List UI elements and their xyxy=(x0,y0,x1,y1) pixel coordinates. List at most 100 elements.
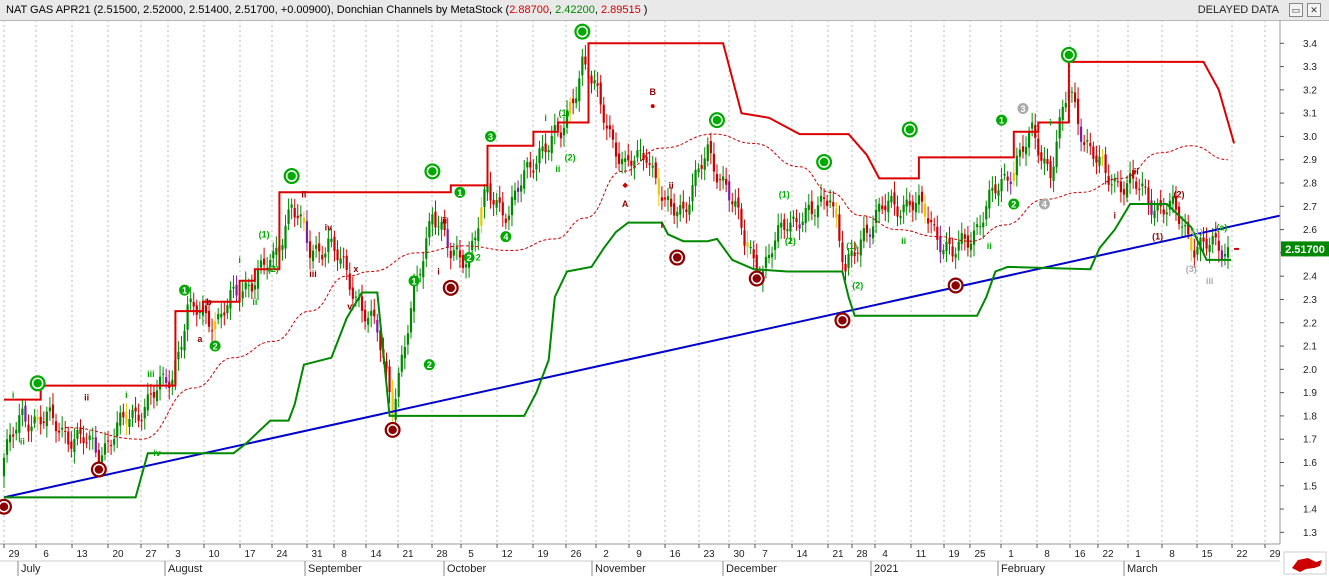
candle-body xyxy=(354,296,357,298)
candle-body xyxy=(177,351,180,360)
candle-body xyxy=(158,376,162,390)
wave-label: (2) xyxy=(785,236,796,246)
wave-circle-ring xyxy=(818,156,830,168)
candle-body xyxy=(51,404,55,419)
x-tick-label: 5 xyxy=(468,549,474,560)
candle-body xyxy=(425,238,428,259)
x-tick-label: 29 xyxy=(8,549,20,560)
wave-label: b xyxy=(206,297,212,307)
candle-body xyxy=(106,440,110,442)
wave-text: (a) xyxy=(1216,222,1227,232)
candle-body xyxy=(73,439,76,452)
candle-body xyxy=(348,273,351,290)
candle-body xyxy=(1147,187,1150,204)
wave-text: ii xyxy=(555,164,560,174)
candle-body xyxy=(385,361,388,369)
candle-body xyxy=(1015,155,1018,176)
wave-circle-ring xyxy=(445,282,457,294)
candle-body xyxy=(1101,157,1104,159)
wave-text: iv xyxy=(325,222,333,232)
candle-body xyxy=(1165,212,1168,215)
candle-body xyxy=(697,168,700,173)
wave-dot xyxy=(1008,198,1020,210)
wave-label: ii xyxy=(669,180,674,190)
candle-body xyxy=(232,286,235,289)
candle-body xyxy=(24,405,27,422)
wave-text: i xyxy=(238,255,241,265)
candle-body xyxy=(324,253,327,258)
candle-body xyxy=(878,203,881,212)
wave-label: i xyxy=(1114,211,1117,221)
x-tick-label: 4 xyxy=(882,549,888,560)
candle-body xyxy=(1168,200,1171,210)
candle-body xyxy=(1076,98,1080,124)
wave-text: (1) xyxy=(846,241,857,251)
bull-logo-icon xyxy=(1283,551,1327,575)
candle-body xyxy=(627,155,630,161)
wave-dot xyxy=(485,130,497,142)
candle-body xyxy=(440,221,443,230)
candle-body xyxy=(526,162,529,168)
wave-a-marker xyxy=(622,182,629,189)
month-label: 2021 xyxy=(874,563,898,575)
wave-circle-ring xyxy=(386,424,399,436)
candle-body xyxy=(553,125,556,133)
wave-text: (2) xyxy=(565,152,576,162)
candle-body xyxy=(336,249,339,261)
candle-body xyxy=(1150,200,1153,215)
candle-body xyxy=(302,217,305,223)
wave-label: i xyxy=(12,390,15,400)
candle-body xyxy=(605,125,608,129)
candle-body xyxy=(804,208,807,224)
y-tick-label: 3.1 xyxy=(1303,109,1317,120)
wave-label: B xyxy=(649,87,656,97)
candle-body xyxy=(263,258,266,265)
wave-text: ii xyxy=(987,241,992,251)
candle-body xyxy=(128,418,131,427)
candle-body xyxy=(171,379,174,386)
candle-body xyxy=(1138,188,1141,190)
month-label: February xyxy=(1001,563,1046,575)
candle-body xyxy=(853,252,856,257)
x-tick-label: 8 xyxy=(1044,549,1050,560)
candle-body xyxy=(39,416,42,425)
candle-body xyxy=(832,202,835,207)
restore-icon[interactable]: ▭ xyxy=(1289,3,1303,17)
candle-body xyxy=(703,158,706,170)
wave-label: i xyxy=(238,255,241,265)
wave-label: iv xyxy=(325,222,333,232)
candle-body xyxy=(327,238,330,253)
wave-label: 3 xyxy=(1017,102,1029,114)
candle-body xyxy=(458,250,462,258)
candle-body xyxy=(865,224,869,233)
candle-body xyxy=(1171,196,1175,204)
wave-text: A xyxy=(622,199,629,209)
candle-body xyxy=(1064,103,1067,108)
candle-body xyxy=(706,144,709,162)
candle-body xyxy=(645,156,648,163)
candle-body xyxy=(1083,142,1086,145)
wave-circle-ring xyxy=(31,377,44,390)
close-icon[interactable]: ✕ xyxy=(1307,3,1321,17)
wave-text: (1) xyxy=(779,190,790,200)
candle-body xyxy=(162,373,165,375)
x-tick-label: 14 xyxy=(370,549,382,560)
wave-label xyxy=(442,279,459,296)
x-tick-label: 1 xyxy=(1008,549,1014,560)
candle-body xyxy=(373,309,376,317)
wave-label: iii xyxy=(147,369,155,379)
candle-body xyxy=(997,190,1000,196)
candle-body xyxy=(722,176,725,181)
candle-body xyxy=(474,237,477,241)
candle-body xyxy=(192,301,195,307)
candle-body xyxy=(321,254,324,260)
candle-body xyxy=(798,224,801,229)
title-close-paren: ) xyxy=(640,4,648,16)
wave-dot xyxy=(1038,198,1050,210)
candle-body xyxy=(936,226,939,240)
wave-dot-text: 4 xyxy=(503,232,508,242)
candle-body xyxy=(256,269,260,289)
candle-body xyxy=(621,159,624,165)
candle-body xyxy=(1223,254,1227,257)
